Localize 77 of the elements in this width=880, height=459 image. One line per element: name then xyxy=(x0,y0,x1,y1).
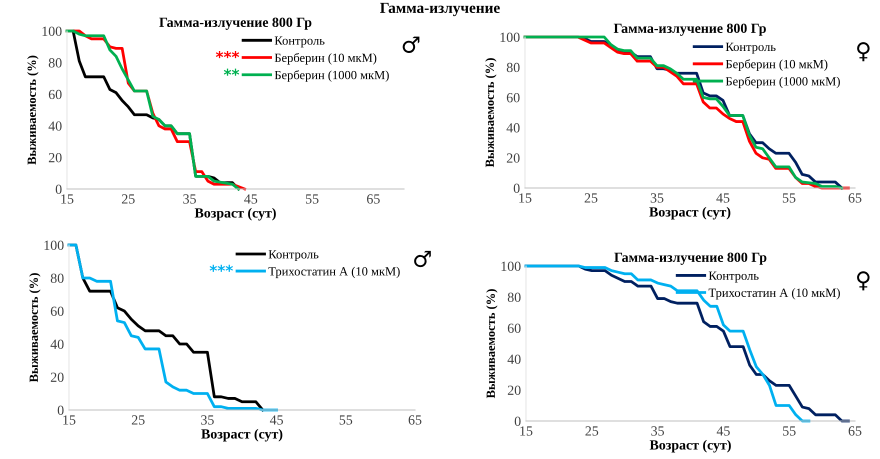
x-tick-label: 55 xyxy=(782,193,796,203)
y-tick-label: 60 xyxy=(508,324,521,333)
annotation: *** xyxy=(216,51,240,58)
legend-label: Берберин (10 мкМ) xyxy=(274,52,376,65)
x-tick-label: 35 xyxy=(650,193,664,203)
y-tick-label: 40 xyxy=(506,123,520,133)
x-axis-title: Возраст (сут) xyxy=(201,428,282,442)
legend-label: Трихостатин А (10 мкМ) xyxy=(268,266,400,278)
y-tick-label: 80 xyxy=(48,58,62,68)
y-tick-label: 20 xyxy=(50,372,64,382)
legend-label: Контроль xyxy=(268,250,318,262)
y-tick-label: 60 xyxy=(506,92,520,102)
legend-label: Берберин (1000 мкМ) xyxy=(274,70,389,82)
y-tick-label: 100 xyxy=(500,32,520,42)
x-tick-label: 25 xyxy=(584,193,598,203)
x-tick-label: 55 xyxy=(306,194,318,204)
y-tick-label: 100 xyxy=(42,26,62,36)
x-axis-title: Возраст (сут) xyxy=(194,208,276,220)
x-tick-label: 25 xyxy=(132,415,145,425)
x-tick-label: 65 xyxy=(367,194,380,204)
y-tick-label: 100 xyxy=(44,240,64,250)
y-tick-label: 60 xyxy=(48,90,62,100)
legend-label: Берберин (10 мкМ) xyxy=(726,59,828,71)
y-tick-label: 0 xyxy=(56,184,62,194)
x-tick-label: 15 xyxy=(61,194,74,204)
y-tick-label: 40 xyxy=(50,340,64,349)
legend-label: Контроль xyxy=(708,272,759,282)
y-tick-label: 100 xyxy=(502,262,521,271)
y-tick-label: 0 xyxy=(58,406,64,415)
x-tick-label: 15 xyxy=(519,193,532,203)
y-axis-title: Выживаемость (%) xyxy=(29,273,41,382)
x-tick-label: 25 xyxy=(585,426,598,436)
legend-label: Контроль xyxy=(274,36,325,48)
legend-label: Берберин (1000 мкМ) xyxy=(726,76,840,88)
x-tick-label: 35 xyxy=(651,426,664,436)
chart-title: Гамма-излучение 800 Гр xyxy=(614,252,766,265)
annotation: *** xyxy=(210,264,233,272)
legend-label: Трихостатин А (10 мкМ) xyxy=(708,288,840,300)
x-tick-label: 45 xyxy=(244,194,258,204)
chart-title: Гамма-излучение 800 Гр xyxy=(614,24,766,36)
y-axis-title: Выживаемость (%) xyxy=(27,56,39,165)
annotation: ** xyxy=(224,68,240,76)
x-tick-label: 55 xyxy=(783,426,796,436)
y-tick-label: 40 xyxy=(48,121,62,131)
y-tick-label: 60 xyxy=(50,306,64,316)
y-tick-label: 0 xyxy=(514,416,521,426)
x-axis-title: Возраст (сут) xyxy=(649,206,730,220)
x-tick-label: 35 xyxy=(183,194,196,204)
x-tick-label: 65 xyxy=(408,415,422,425)
text: ♀ xyxy=(857,42,870,62)
chart-title: Гамма-излучение 800 Гр xyxy=(159,18,312,30)
y-tick-label: 20 xyxy=(48,152,62,162)
y-tick-label: 80 xyxy=(508,292,521,302)
y-tick-label: 20 xyxy=(508,386,521,395)
x-tick-label: 55 xyxy=(340,415,352,425)
y-tick-label: 20 xyxy=(506,153,520,163)
x-tick-label: 45 xyxy=(716,426,730,436)
annotation: ♂ xyxy=(414,250,431,268)
x-tick-label: 15 xyxy=(63,415,76,425)
y-axis-title: Выживаемость (%) xyxy=(486,289,498,398)
y-axis-title: Выживаемость (%) xyxy=(485,58,497,168)
y-tick-label: 0 xyxy=(514,184,520,193)
legend-label: Контроль xyxy=(726,42,776,54)
x-tick-label: 25 xyxy=(122,194,135,204)
text: ♀ xyxy=(857,271,870,290)
annotation: ♂ xyxy=(402,36,420,53)
text: Гамма-излучение xyxy=(380,2,500,16)
y-tick-label: 40 xyxy=(508,354,521,364)
x-tick-label: 65 xyxy=(848,193,862,203)
x-tick-label: 45 xyxy=(270,415,283,425)
x-tick-label: 15 xyxy=(520,426,532,436)
y-tick-label: 80 xyxy=(50,274,64,283)
x-tick-label: 65 xyxy=(848,426,862,436)
x-axis-title: Возраст (сут) xyxy=(650,440,731,452)
x-tick-label: 35 xyxy=(201,415,214,425)
x-tick-label: 45 xyxy=(716,193,730,203)
y-tick-label: 80 xyxy=(506,62,520,72)
